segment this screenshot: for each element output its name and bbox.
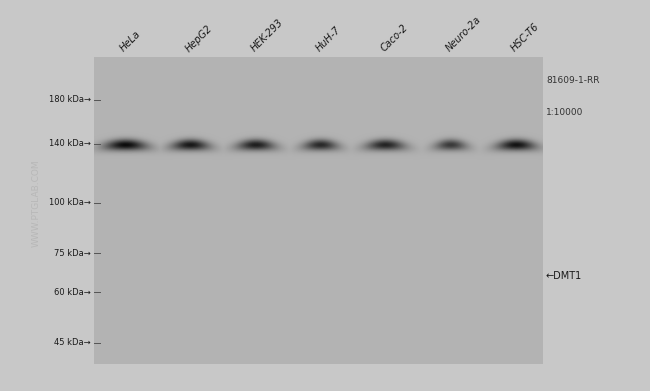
Text: HSC-T6: HSC-T6 (509, 22, 541, 54)
Text: HEK-293: HEK-293 (249, 18, 285, 54)
Text: 1:10000: 1:10000 (546, 108, 584, 117)
Text: HeLa: HeLa (118, 29, 143, 54)
Text: 60 kDa→: 60 kDa→ (54, 288, 91, 297)
Text: 100 kDa→: 100 kDa→ (49, 198, 91, 207)
Text: HuH-7: HuH-7 (314, 25, 343, 54)
Text: 81609-1-RR: 81609-1-RR (546, 76, 599, 85)
Text: Neuro-2a: Neuro-2a (444, 14, 483, 54)
Text: ←DMT1: ←DMT1 (546, 271, 582, 281)
Text: 75 kDa→: 75 kDa→ (54, 249, 91, 258)
Text: HepG2: HepG2 (183, 23, 214, 54)
Text: 180 kDa→: 180 kDa→ (49, 95, 91, 104)
Text: WWW.PTGLAB.COM: WWW.PTGLAB.COM (31, 160, 40, 247)
Text: 140 kDa→: 140 kDa→ (49, 139, 91, 148)
Text: 45 kDa→: 45 kDa→ (55, 339, 91, 348)
Text: Caco-2: Caco-2 (379, 23, 410, 54)
